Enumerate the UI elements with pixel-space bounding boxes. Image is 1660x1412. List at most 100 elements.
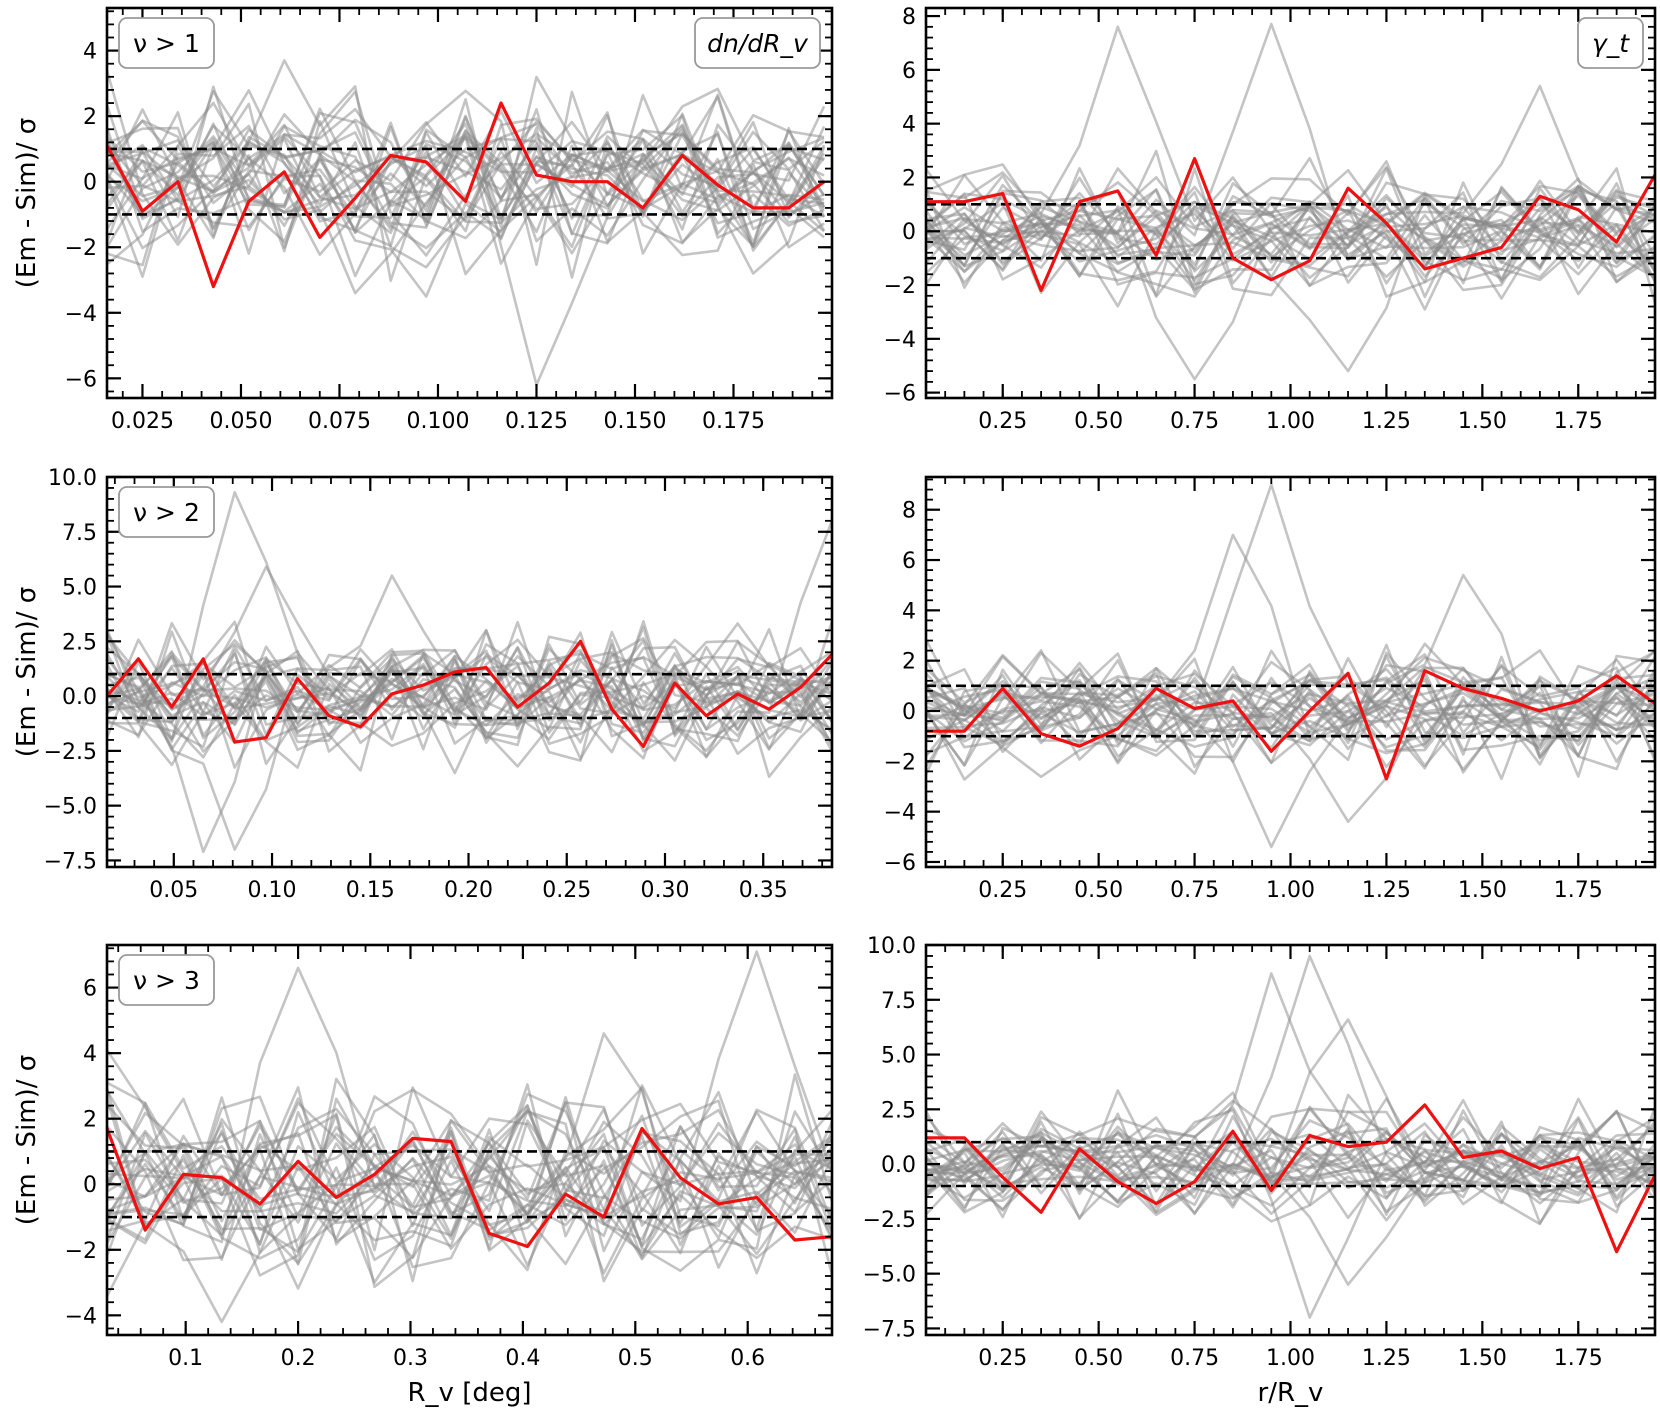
y-tick-label: 0 [902, 700, 916, 725]
plot-area [107, 59, 832, 387]
y-tick-label: 0 [902, 220, 916, 245]
x-tick-label: 0.1 [168, 1346, 203, 1371]
y-tick-label: −2.5 [863, 1208, 916, 1233]
series-line-fiducial [926, 669, 1655, 781]
y-tick-label: 7.5 [881, 989, 916, 1014]
background-series-line [107, 107, 825, 249]
background-series-line [926, 1130, 1655, 1209]
y-tick-label: 4 [83, 40, 97, 65]
background-series-line [107, 1097, 832, 1245]
series-line-fiducial [107, 101, 826, 289]
panel-middle-right: 0.25 0.50 0.75 1.00 1.25 1.50 1.75 −6 −4 −2 0 2 4 6 8 [884, 475, 1657, 903]
background-series-line [926, 1144, 1655, 1204]
y-tick-label: 2 [83, 105, 97, 130]
background-series-line [107, 1104, 832, 1266]
y-tick-label: −4 [884, 328, 916, 353]
background-series-line [107, 120, 825, 248]
title-box [1577, 17, 1644, 69]
x-tick-label: 1.75 [1554, 1346, 1603, 1371]
background-series-line [926, 179, 1655, 278]
y-tick-label: −6 [884, 851, 916, 876]
x-tick-label: 0.50 [1074, 409, 1123, 434]
series-line-fiducial [107, 1126, 832, 1249]
background-series-line [107, 89, 826, 267]
axes-frame [105, 943, 834, 1337]
y-tick-label: −4 [65, 302, 97, 327]
y-tick-label: −5.0 [44, 795, 97, 820]
y-tick-label: 6 [902, 549, 916, 574]
background-series-line [107, 630, 832, 769]
y-tick-label: 10.0 [48, 466, 97, 491]
y-tick-label: 4 [902, 113, 916, 138]
x-tick-label: 1.50 [1458, 409, 1507, 434]
y-tick-label: −4 [884, 801, 916, 826]
background-series-line [926, 185, 1655, 281]
y-tick-label: −7.5 [863, 1317, 916, 1342]
x-tick-label: 0.25 [978, 409, 1027, 434]
x-tick-label: 0.50 [1074, 1346, 1123, 1371]
x-tick-label: 0.5 [618, 1346, 653, 1371]
y-tick-label: −2.5 [44, 740, 97, 765]
x-tick-label: 0.150 [603, 409, 666, 434]
y-tick-label: 5.0 [881, 1044, 916, 1069]
title-box [694, 17, 821, 69]
background-series-line [926, 666, 1655, 781]
background-series-line [107, 1081, 832, 1241]
background-series-line [926, 649, 1655, 749]
background-series-line [926, 658, 1655, 749]
x-tick-label: 1.25 [1362, 878, 1411, 903]
y-tick-label: 8 [902, 5, 916, 30]
annotation-box [118, 954, 215, 1006]
y-tick-label: −2 [884, 750, 916, 775]
annotation-box-text: ν > 3 [133, 966, 200, 995]
background-series-line [107, 1104, 832, 1247]
x-tick-label: 0.025 [111, 409, 174, 434]
y-tick-label: −6 [884, 382, 916, 407]
panel-top-left: 0.025 0.050 0.075 0.100 0.125 0.150 0.175 −6 −4 −… [12, 6, 834, 434]
y-tick-label: −4 [65, 1304, 97, 1329]
background-series-line [107, 120, 826, 253]
axes-frame [105, 6, 834, 400]
x-tick-label: 0.175 [702, 409, 765, 434]
y-tick-label: 6 [902, 59, 916, 84]
x-tick-label: 0.15 [346, 878, 395, 903]
x-tick-label: 0.75 [1170, 1346, 1219, 1371]
x-tick-label: 0.125 [505, 409, 568, 434]
y-tick-label: 0.0 [62, 685, 97, 710]
x-tick-label: 0.75 [1170, 409, 1219, 434]
y-tick-label: 2 [902, 650, 916, 675]
background-series-line [107, 630, 832, 768]
x-tick-label: 1.50 [1458, 878, 1507, 903]
y-tick-label: 4 [83, 1042, 97, 1067]
background-series-line [926, 189, 1655, 283]
y-tick-label: 10.0 [867, 934, 916, 959]
y-tick-label: −2 [65, 236, 97, 261]
x-tick-label: 0.05 [149, 878, 198, 903]
panel-middle-left: 0.05 0.10 0.15 0.20 0.25 0.30 0.35 −7.5 −5.0 −2.5… [12, 466, 834, 903]
x-tick-label: 0.050 [209, 409, 272, 434]
y-tick-label: 0.0 [881, 1153, 916, 1178]
x-tick-label: 1.00 [1266, 1346, 1315, 1371]
plot-area [926, 483, 1655, 849]
x-tick-label: 0.25 [978, 1346, 1027, 1371]
background-series-line [926, 182, 1655, 288]
background-series-line [926, 652, 1655, 747]
x-tick-label: 0.35 [739, 878, 788, 903]
series-line-fiducial [926, 157, 1655, 292]
background-series-line [107, 124, 826, 279]
x-tick-label: 0.75 [1170, 878, 1219, 903]
y-tick-label: −5.0 [863, 1263, 916, 1288]
y-tick-label: 2.5 [881, 1098, 916, 1123]
y-tick-label: 0 [83, 171, 97, 196]
plot-area [926, 954, 1655, 1319]
panel-top-right: 0.25 0.50 0.75 1.00 1.25 1.50 1.75 −6 −4 −2 0 2 4 6 8 γ… [884, 5, 1657, 434]
background-series-line [107, 625, 832, 747]
x-axis-label: r/R_v [1258, 1378, 1324, 1408]
y-tick-label: 2.5 [62, 630, 97, 655]
x-tick-label: 0.20 [444, 878, 493, 903]
background-series-line [926, 533, 1655, 781]
annotation-box-text: ν > 2 [133, 498, 200, 527]
y-tick-label: 8 [902, 499, 916, 524]
panel-bottom-right: 0.25 0.50 0.75 1.00 1.25 1.50 1.75 −7.5 −5.0 −2.5… [863, 934, 1657, 1408]
